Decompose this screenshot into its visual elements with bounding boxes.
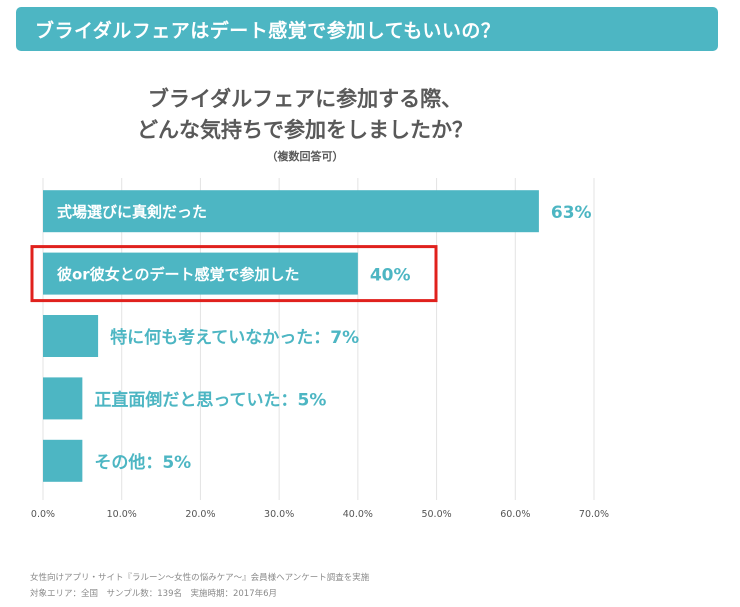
bar-0 (43, 190, 539, 233)
bar-3 (43, 377, 83, 420)
bar-value-label-4: その他：5% (94, 452, 191, 473)
x-tick-label-1: 10.0% (107, 509, 137, 520)
x-tick-label-5: 50.0% (421, 509, 451, 520)
bar-inside-label-1: 彼or彼女とのデート感覚で参加した (57, 266, 300, 284)
bar-value-label-1: 40% (370, 266, 411, 286)
header-banner: ブライダルフェアはデート感覚で参加してもいいの？ (16, 7, 718, 51)
bar-value-label-3: 正直面倒だと思っていた：5% (94, 389, 326, 410)
x-tick-label-4: 40.0% (343, 509, 373, 520)
bar-4 (43, 439, 83, 482)
chart-title: ブライダルフェアに参加する際、 どんな気持ちで参加をしましたか？ (90, 84, 520, 146)
bar-value-label-2: 特に何も考えていなかった：7% (110, 327, 359, 348)
x-tick-label-3: 30.0% (264, 509, 294, 520)
x-tick-label-0: 0.0% (31, 509, 55, 520)
highlight-box (30, 245, 438, 303)
x-tick-label-6: 60.0% (500, 509, 530, 520)
header-title: ブライダルフェアはデート感覚で参加してもいいの？ (35, 20, 501, 42)
x-tick-label-2: 20.0% (185, 509, 215, 520)
chart-title-line-1: ブライダルフェアに参加する際、 (147, 87, 463, 111)
x-tick-label-7: 70.0% (579, 509, 609, 520)
bar-inside-label-0: 式場選びに真剣だった (57, 203, 207, 221)
footnote-details: 対象エリア：全国 サンプル数：139名 実施時期：2017年6月 (30, 589, 278, 599)
footnote-survey: 女性向けアプリ・サイト『ラルーン～女性の悩みケア～』会員様へアンケート調査を実施 (30, 573, 370, 583)
chart-title-line-2: どんな気持ちで参加をしましたか？ (137, 118, 473, 142)
bar-2 (43, 315, 99, 357)
chart-subtitle: （複数回答可） (266, 150, 344, 163)
bar-value-label-0: 63% (551, 203, 592, 223)
bar-1 (43, 252, 358, 295)
